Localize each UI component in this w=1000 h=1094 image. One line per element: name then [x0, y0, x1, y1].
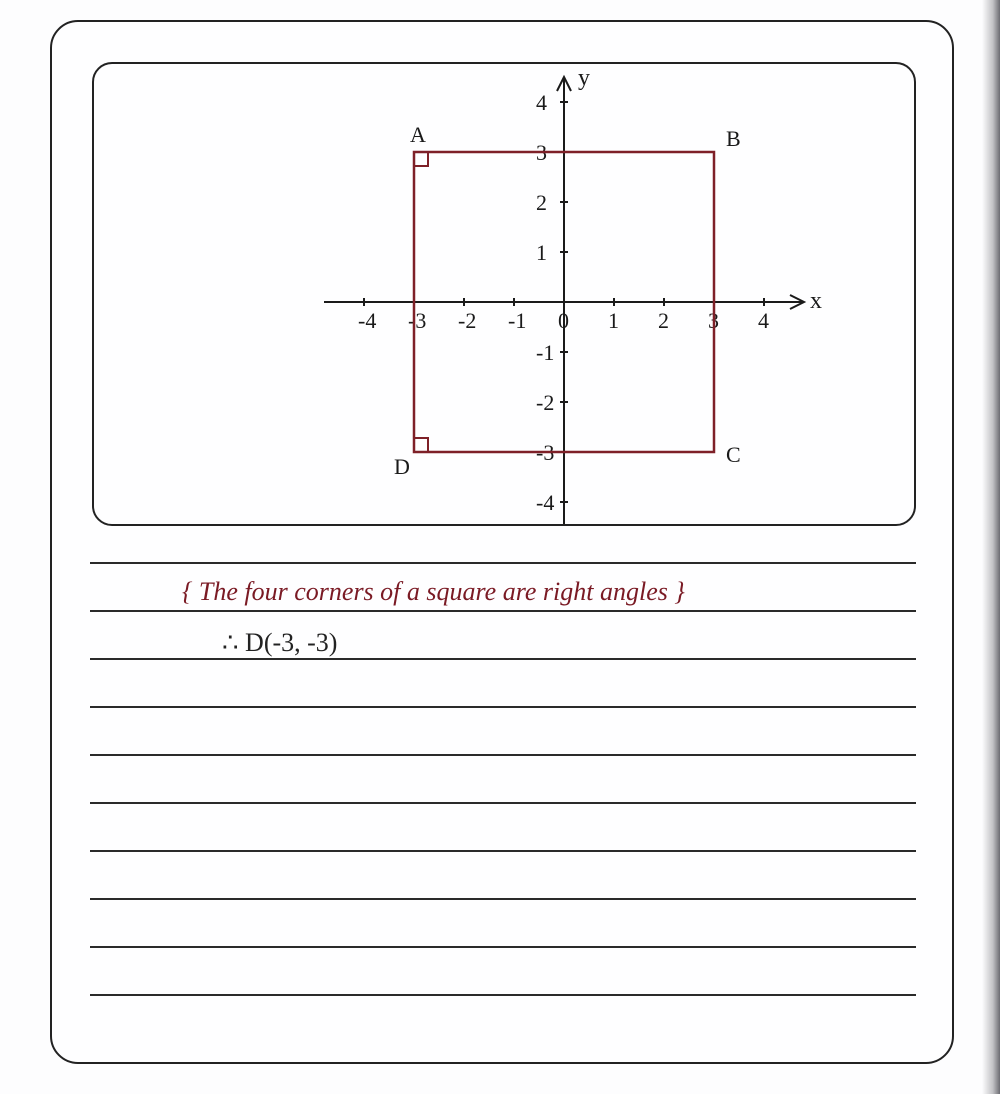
photo-edge-shadow: [982, 0, 1000, 1094]
svg-text:y: y: [578, 65, 590, 91]
svg-text:-2: -2: [458, 308, 476, 333]
svg-text:C: C: [726, 442, 741, 467]
svg-text:x: x: [810, 288, 822, 314]
rule-line: [90, 610, 916, 612]
rule-line: [90, 850, 916, 852]
rule-line: [90, 754, 916, 756]
rule-line: [90, 946, 916, 948]
rule-line: [90, 706, 916, 708]
svg-text:-4: -4: [358, 308, 376, 333]
note-answer-D: ∴ D(-3, -3): [222, 628, 337, 658]
page: xy-4-3-2-11234-4-3-2-112340ABCD { The fo…: [0, 0, 1000, 1094]
svg-text:-2: -2: [536, 390, 554, 415]
ruled-lines: [90, 562, 916, 1042]
svg-text:4: 4: [758, 308, 769, 333]
rule-line: [90, 562, 916, 564]
note-square-right-angles: { The four corners of a square are right…: [182, 577, 685, 607]
svg-text:-3: -3: [408, 308, 426, 333]
graph-panel: xy-4-3-2-11234-4-3-2-112340ABCD: [92, 62, 916, 526]
rule-line: [90, 898, 916, 900]
svg-text:0: 0: [558, 308, 569, 333]
svg-text:-4: -4: [536, 490, 554, 515]
rule-line: [90, 994, 916, 996]
svg-text:-1: -1: [508, 308, 526, 333]
svg-text:1: 1: [608, 308, 619, 333]
rule-line: [90, 802, 916, 804]
outer-frame: xy-4-3-2-11234-4-3-2-112340ABCD { The fo…: [50, 20, 954, 1064]
rule-line: [90, 658, 916, 660]
svg-text:-1: -1: [536, 340, 554, 365]
svg-text:B: B: [726, 126, 741, 151]
svg-text:1: 1: [536, 240, 547, 265]
coordinate-graph: xy-4-3-2-11234-4-3-2-112340ABCD: [94, 64, 914, 524]
svg-text:2: 2: [536, 190, 547, 215]
svg-text:4: 4: [536, 90, 547, 115]
svg-text:A: A: [410, 122, 426, 147]
svg-text:2: 2: [658, 308, 669, 333]
svg-text:D: D: [394, 454, 410, 479]
